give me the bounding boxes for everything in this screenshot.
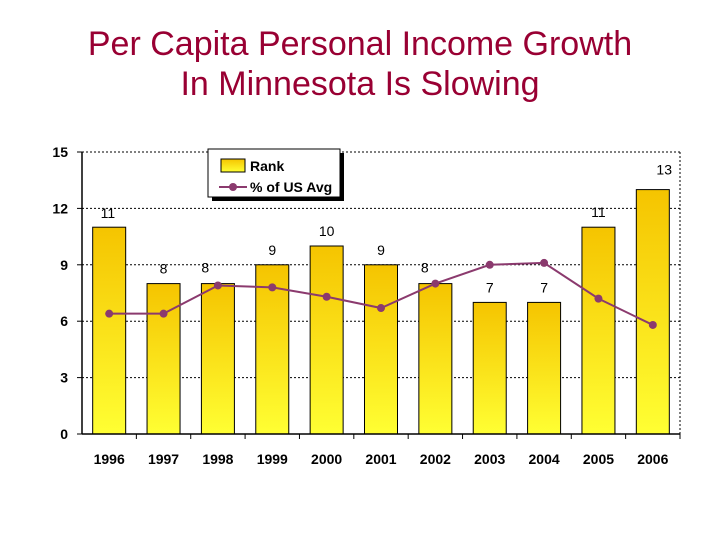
gridlines [82, 151, 681, 434]
us-avg-point-1999 [268, 283, 277, 292]
bar-label-1997: 8 [160, 261, 168, 277]
us-avg-point-2003 [485, 260, 494, 269]
us-avg-point-1997 [159, 309, 168, 318]
x-tick-label-1996: 1996 [94, 451, 125, 467]
bar-1996 [92, 226, 127, 435]
bar-1999 [255, 264, 290, 435]
bar-1998 [200, 283, 235, 435]
us-avg-point-2000 [322, 292, 331, 301]
bar-label-2001: 9 [377, 242, 385, 258]
bar-1997 [146, 283, 181, 435]
legend-us-avg-label: % of US Avg [250, 179, 332, 195]
bar-label-2000: 10 [319, 223, 335, 239]
rank-bars [92, 189, 670, 435]
y-tick-label: 0 [60, 426, 68, 442]
us-avg-point-2004 [540, 258, 549, 267]
y-tick-label: 9 [60, 257, 68, 273]
bar-label-2004: 7 [540, 279, 548, 295]
x-tick-label-2003: 2003 [474, 451, 505, 467]
y-axis-tick-labels: 0 3 6 9 12 15 [52, 144, 68, 442]
legend-rank-label: Rank [250, 158, 284, 174]
x-axis-tick-labels: 1996 1997 1998 1999 2000 2001 2002 2003 2004 2005… [94, 451, 669, 467]
y-tick-label: 15 [52, 144, 68, 160]
bar-2001 [364, 264, 398, 435]
bar-2006 [635, 189, 670, 435]
bar-label-2006: 13 [656, 162, 672, 178]
legend-marker-icon [229, 183, 237, 191]
legend-bar-swatch [220, 158, 246, 173]
x-tick-label-1999: 1999 [257, 451, 288, 467]
us-avg-point-1996 [105, 309, 114, 318]
x-tick-label-2005: 2005 [583, 451, 614, 467]
bar-2003 [472, 301, 507, 435]
us-avg-point-1998 [213, 281, 222, 290]
title-line-1: Per Capita Personal Income Growth [87, 25, 633, 63]
bar-2005 [581, 226, 616, 435]
axes [77, 151, 681, 439]
y-tick-label: 12 [52, 200, 68, 216]
title-line-2: In Minnesota Is Slowing [180, 65, 540, 103]
bar-label-1999: 9 [268, 242, 276, 258]
bar-label-2005: 11 [591, 204, 606, 220]
bar-label-2002: 8 [421, 260, 429, 276]
bar-label-2003: 7 [486, 279, 494, 295]
bar-2004 [527, 301, 562, 435]
us-avg-point-2001 [377, 304, 385, 313]
bar-2000 [309, 245, 344, 435]
x-tick-label-2006: 2006 [637, 451, 668, 467]
us-avg-point-2006 [648, 320, 657, 329]
us-avg-line-series [105, 258, 657, 329]
bar-data-labels: 11 8 8 9 10 9 8 7 7 11 13 [101, 162, 673, 296]
bar-2002 [418, 283, 453, 435]
bar-label-1998: 8 [201, 260, 209, 276]
x-tick-label-2004: 2004 [529, 451, 560, 467]
y-tick-label: 6 [60, 313, 68, 329]
x-tick-label-2000: 2000 [311, 451, 342, 467]
x-tick-label-1997: 1997 [148, 451, 179, 467]
x-tick-label-1998: 1998 [202, 451, 233, 467]
us-avg-point-2005 [594, 294, 603, 303]
y-tick-label: 3 [60, 370, 68, 386]
us-avg-point-2002 [431, 279, 440, 288]
x-tick-label-2002: 2002 [420, 451, 451, 467]
x-tick-label-2001: 2001 [365, 451, 396, 467]
legend: Rank % of US Avg [207, 148, 344, 201]
slide-title: Per Capita Personal Income Growth In Min… [0, 24, 720, 104]
bar-label-1996: 11 [101, 205, 116, 221]
